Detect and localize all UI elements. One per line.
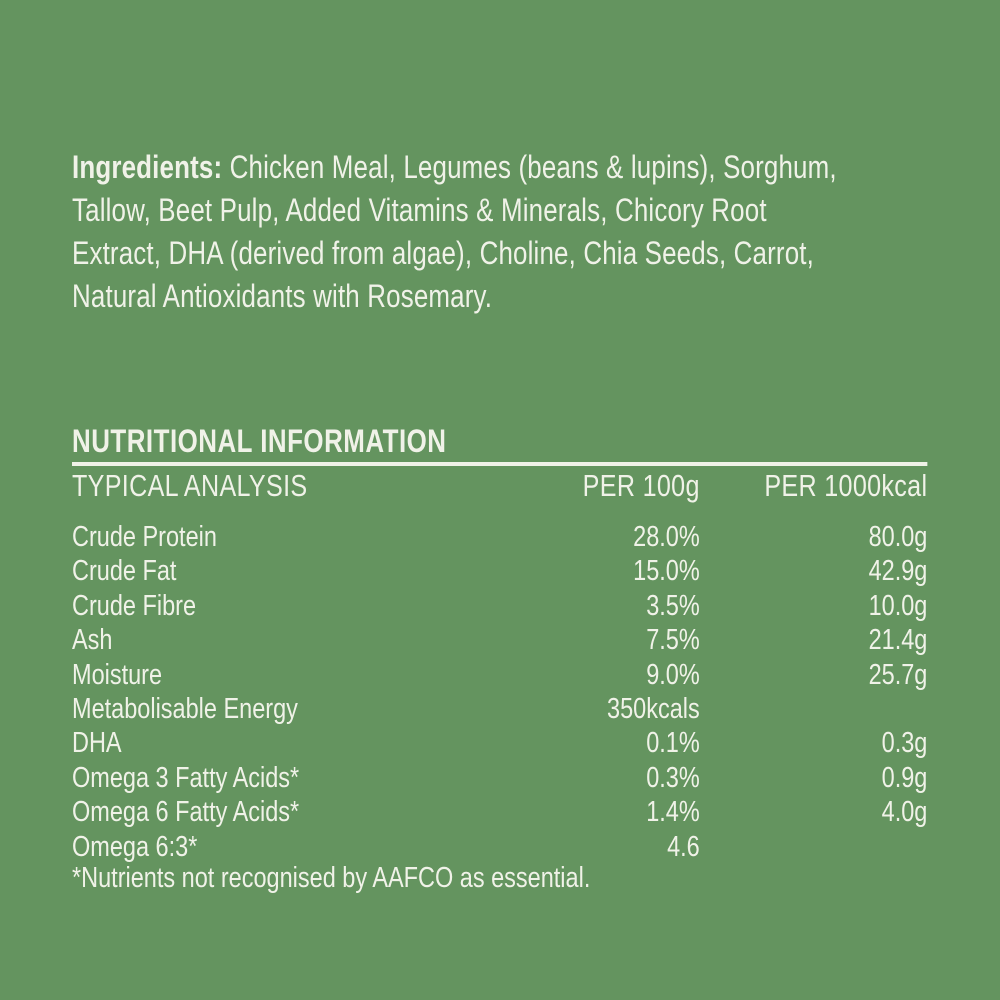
table-row: Ash 7.5% 21.4g [72, 623, 927, 657]
row-per-100g: 9.0% [646, 658, 700, 691]
row-per-1000kcal: 42.9g [868, 555, 928, 588]
header-per-1000kcal: PER 1000kcal [764, 468, 928, 503]
ingredients-line: Ingredients: Chicken Meal, Legumes (bean… [72, 146, 927, 189]
row-per-1000kcal: 21.4g [868, 624, 928, 657]
row-per-1000kcal: 0.3g [881, 727, 928, 760]
table-row: DHA 0.1% 0.3g [72, 726, 927, 760]
row-per-1000kcal [700, 830, 928, 864]
row-label: Metabolisable Energy [72, 693, 298, 726]
row-label: Moisture [72, 658, 163, 691]
row-per-100g: 28.0% [633, 521, 700, 553]
table-row: Moisture 9.0% 25.7g [72, 658, 927, 692]
table-row: Crude Protein 28.0% 80.0g [72, 520, 927, 554]
ingredients-paragraph: Ingredients: Chicken Meal, Legumes (bean… [72, 146, 927, 318]
row-label: DHA [72, 727, 122, 760]
row-label: Crude Protein [72, 521, 217, 553]
row-per-100g: 0.1% [646, 727, 700, 760]
table-row: Metabolisable Energy 350kcals [72, 692, 927, 726]
row-label: Ash [72, 624, 113, 657]
row-per-1000kcal: 25.7g [868, 658, 928, 691]
ingredients-text: Tallow, Beet Pulp, Added Vitamins & Mine… [72, 192, 767, 228]
row-per-100g: 0.3% [646, 761, 700, 794]
row-per-1000kcal [700, 692, 928, 726]
row-per-1000kcal: 0.9g [881, 761, 928, 794]
label-content: Ingredients: Chicken Meal, Legumes (bean… [72, 0, 928, 1000]
table-header-row: TYPICAL ANALYSIS PER 100g PER 1000kcal [72, 468, 927, 504]
header-per-100g: PER 100g [582, 468, 700, 503]
ingredients-line: Natural Antioxidants with Rosemary. [72, 275, 927, 318]
row-per-100g: 350kcals [607, 693, 700, 726]
section-title: NUTRITIONAL INFORMATION [72, 423, 447, 459]
table-row: Crude Fibre 3.5% 10.0g [72, 589, 927, 623]
analysis-table: Crude Protein 28.0% 80.0g Crude Fat 15.0… [72, 520, 927, 864]
row-label: Omega 6 Fatty Acids* [72, 796, 300, 829]
row-per-1000kcal: 10.0g [868, 589, 928, 622]
table-row: Omega 3 Fatty Acids* 0.3% 0.9g [72, 761, 927, 795]
row-per-100g: 4.6 [667, 830, 700, 863]
ingredients-text: Natural Antioxidants with Rosemary. [72, 278, 493, 314]
header-typical-analysis: TYPICAL ANALYSIS [72, 468, 308, 503]
table-row: Omega 6 Fatty Acids* 1.4% 4.0g [72, 795, 927, 829]
row-per-1000kcal: 4.0g [881, 796, 928, 829]
row-label: Crude Fibre [72, 589, 197, 622]
row-per-1000kcal: 80.0g [868, 521, 928, 553]
ingredients-text: Extract, DHA (derived from algae), Choli… [72, 235, 815, 271]
ingredients-line: Tallow, Beet Pulp, Added Vitamins & Mine… [72, 189, 927, 232]
ingredients-line: Extract, DHA (derived from algae), Choli… [72, 232, 927, 275]
row-label: Omega 3 Fatty Acids* [72, 761, 300, 794]
table-row: Omega 6:3* 4.6 [72, 830, 927, 864]
aafco-footnote: *Nutrients not recognised by AAFCO as es… [72, 862, 591, 894]
row-per-100g: 3.5% [646, 589, 700, 622]
row-label: Omega 6:3* [72, 830, 198, 863]
ingredients-label: Ingredients: [72, 149, 223, 185]
ingredients-text: Chicken Meal, Legumes (beans & lupins), … [222, 149, 837, 185]
divider-rule [72, 462, 928, 466]
row-per-100g: 7.5% [646, 624, 700, 657]
row-per-100g: 1.4% [646, 796, 700, 829]
row-per-100g: 15.0% [633, 555, 700, 588]
table-row: Crude Fat 15.0% 42.9g [72, 554, 927, 588]
row-label: Crude Fat [72, 555, 177, 588]
